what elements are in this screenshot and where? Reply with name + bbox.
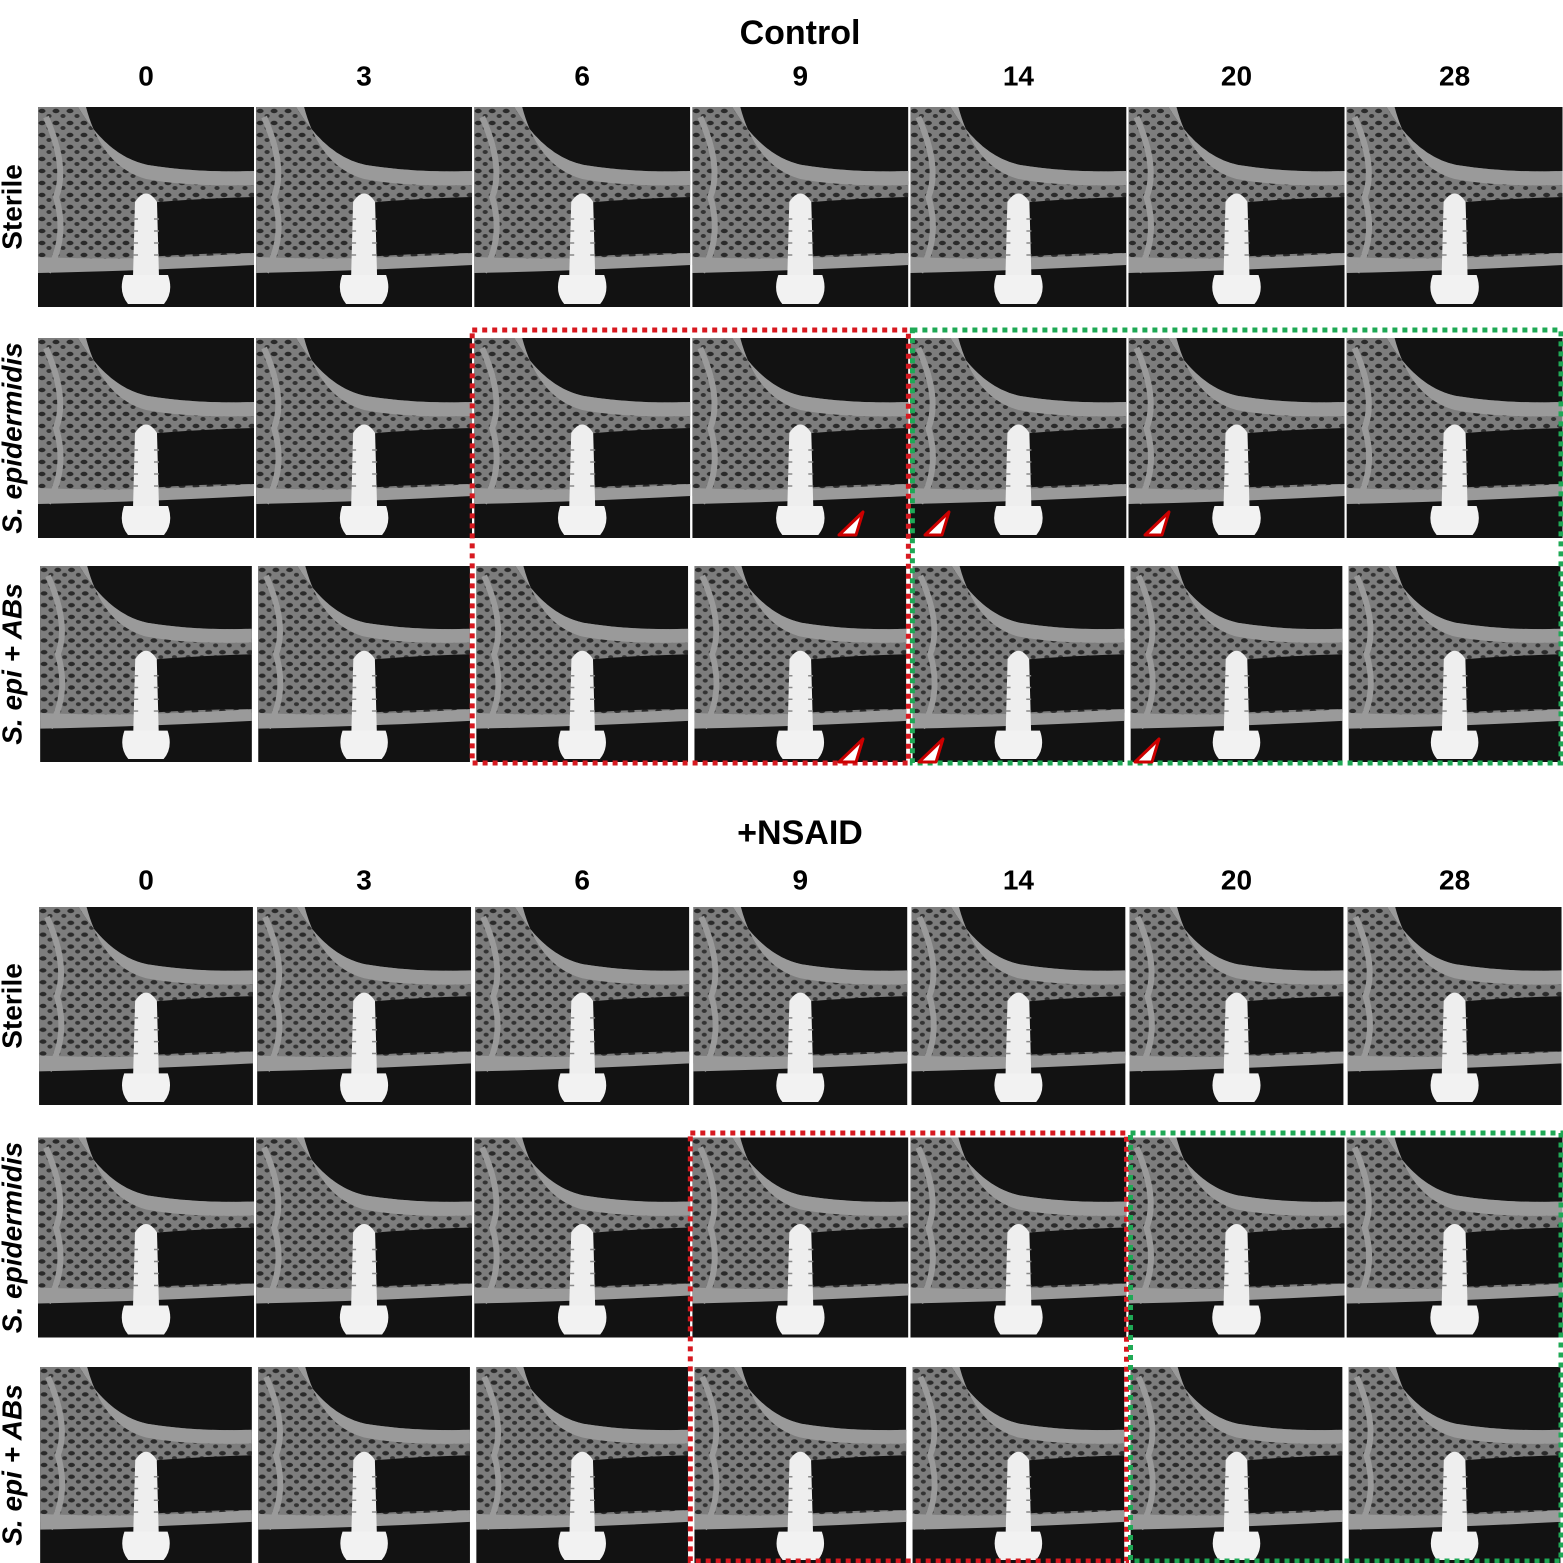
ct-image (913, 1367, 1125, 1563)
row-label: S. epidermidis (0, 342, 27, 533)
ct-image (1348, 907, 1562, 1105)
column-label: 28 (1439, 60, 1470, 91)
ct-image (694, 566, 906, 762)
ct-image (1131, 566, 1343, 762)
ct-image (1131, 1367, 1343, 1563)
column-label: 3 (356, 864, 372, 895)
row-label: S. epi + ABs (0, 583, 27, 745)
column-label: 14 (1003, 864, 1035, 895)
row-label: S. epidermidis (0, 1142, 27, 1333)
ct-image (256, 107, 472, 307)
ct-image (911, 907, 1125, 1105)
ct-image (38, 107, 254, 307)
panel-title: Control (740, 14, 861, 52)
ct-image (476, 1367, 688, 1563)
ct-image (1129, 1138, 1345, 1338)
ct-image (910, 338, 1126, 538)
ct-image (38, 1138, 254, 1338)
ct-image (910, 1138, 1126, 1338)
ct-image (474, 1138, 690, 1338)
ct-image (1130, 907, 1344, 1105)
column-label: 28 (1439, 864, 1470, 895)
ct-image (913, 566, 1125, 762)
ct-image (692, 1138, 908, 1338)
ct-image (258, 1367, 470, 1563)
ct-image (258, 566, 470, 762)
ct-image (474, 107, 690, 307)
column-label: 9 (793, 864, 809, 895)
ct-image (1347, 338, 1563, 538)
column-label: 0 (138, 60, 154, 91)
ct-image (256, 1138, 472, 1338)
ct-image (1349, 566, 1561, 762)
ct-image (692, 107, 908, 307)
figure: Control 0 3 6 9 14 20 28 Sterile S. epidermidis S.… (0, 0, 1563, 1563)
ct-image (1129, 338, 1345, 538)
ct-image (694, 1367, 906, 1563)
column-label: 6 (574, 60, 590, 91)
ct-image (1129, 107, 1345, 307)
column-label: 6 (574, 864, 590, 895)
ct-image (474, 338, 690, 538)
column-label: 20 (1221, 864, 1252, 895)
column-label: 20 (1221, 60, 1252, 91)
ct-image (40, 1367, 252, 1563)
ct-image (256, 338, 472, 538)
column-label: 3 (356, 60, 372, 91)
row-label: S. epi + ABs (0, 1384, 27, 1546)
ct-image (1349, 1367, 1561, 1563)
ct-image (693, 907, 907, 1105)
column-label: 14 (1003, 60, 1035, 91)
row-label: Sterile (0, 164, 27, 250)
ct-image (38, 338, 254, 538)
ct-image (910, 107, 1126, 307)
ct-image (475, 907, 689, 1105)
ct-image (476, 566, 688, 762)
panel-title: +NSAID (737, 814, 863, 852)
ct-image (40, 566, 252, 762)
column-label: 9 (793, 60, 809, 91)
ct-image (692, 338, 908, 538)
ct-image (1347, 107, 1563, 307)
row-label: Sterile (0, 963, 27, 1049)
column-label: 0 (138, 864, 154, 895)
ct-image (39, 907, 253, 1105)
ct-image (1347, 1138, 1563, 1338)
ct-image (257, 907, 471, 1105)
